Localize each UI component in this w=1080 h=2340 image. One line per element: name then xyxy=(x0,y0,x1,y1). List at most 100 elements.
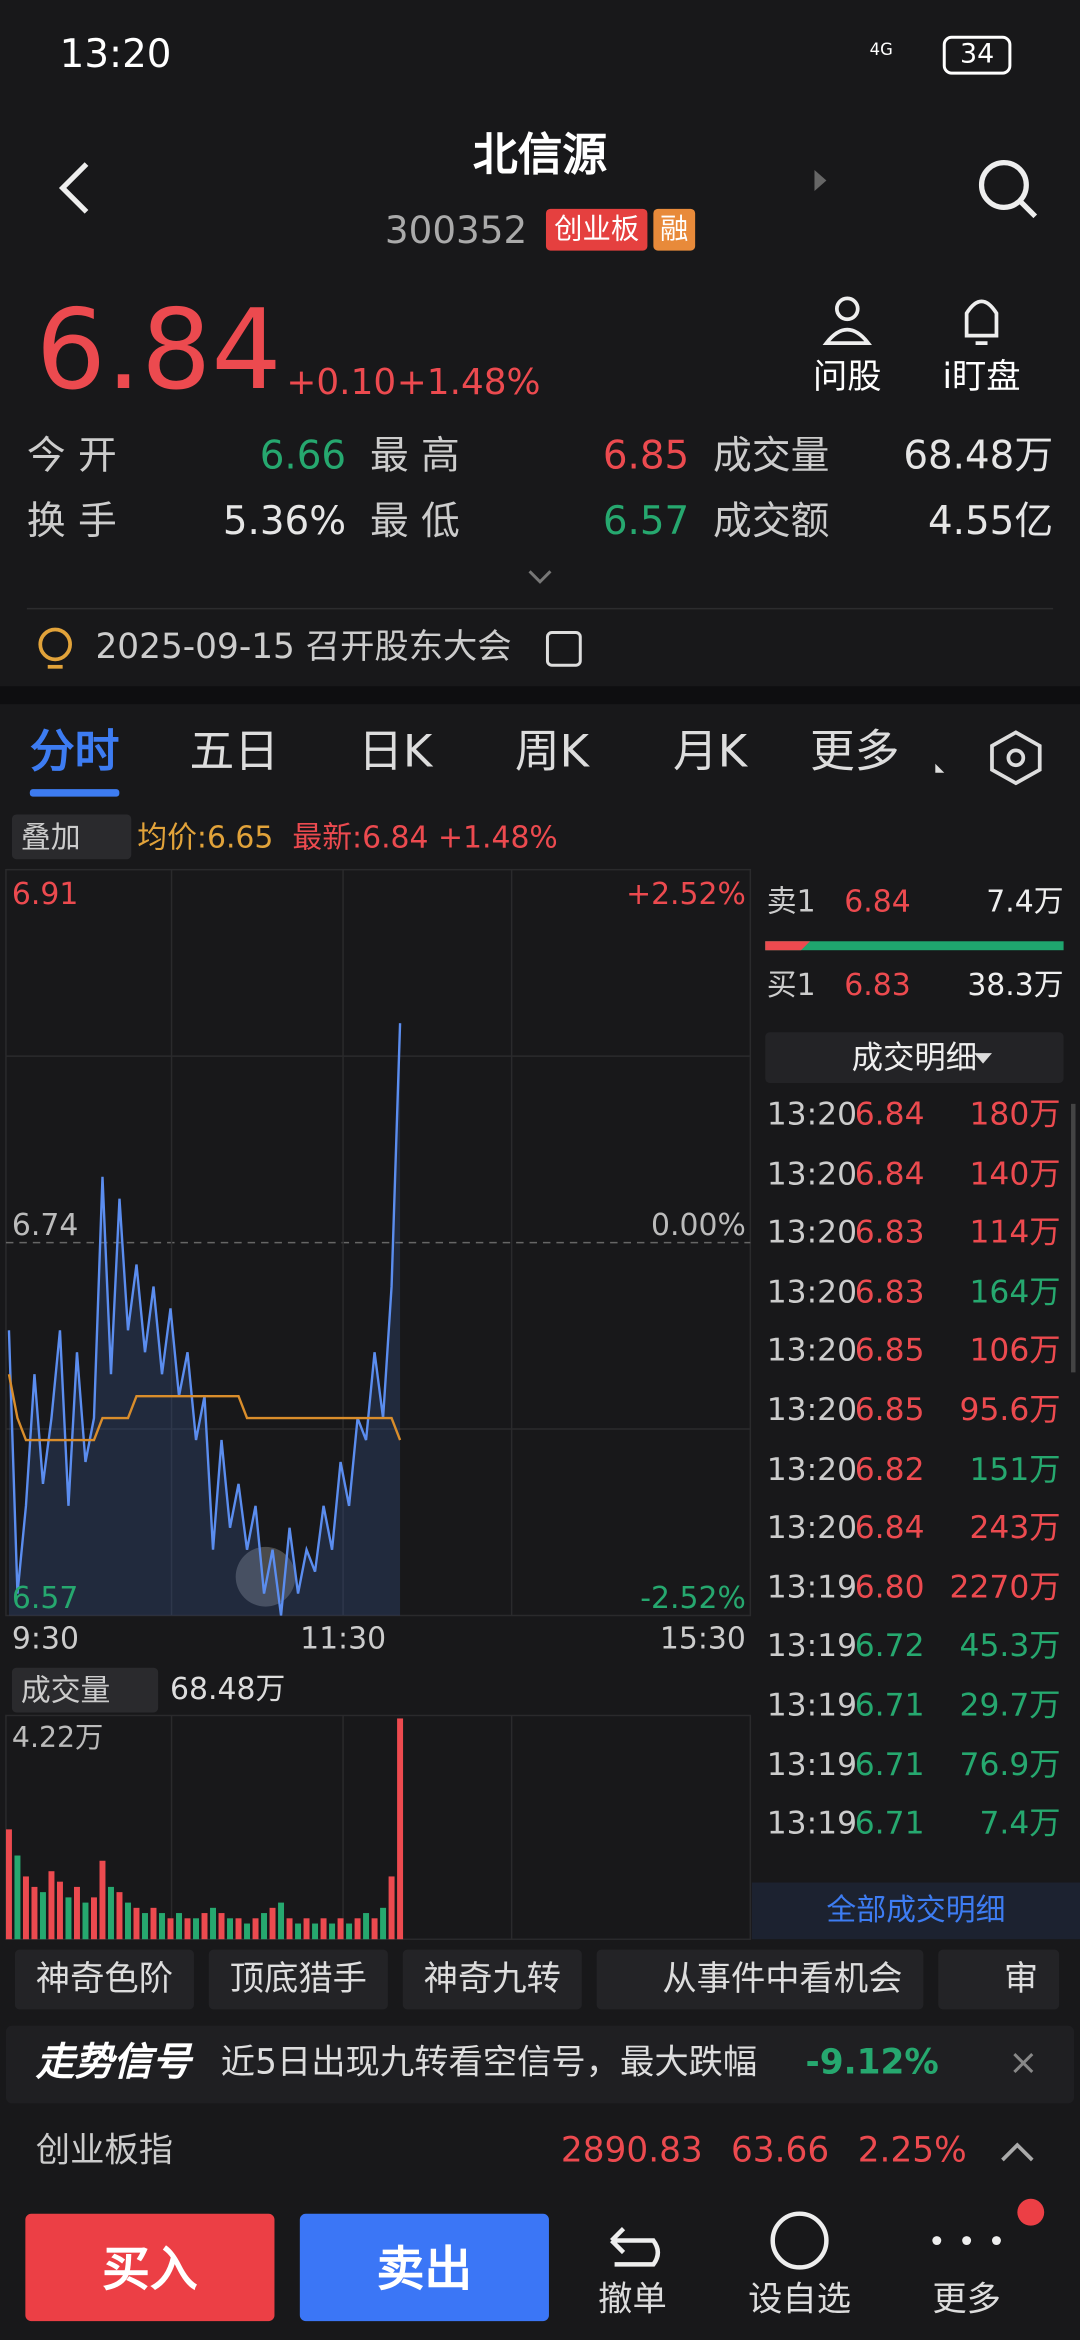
buy-button[interactable] xyxy=(25,2213,275,2322)
sell-label[interactable]: 卖出 xyxy=(376,2240,473,2298)
volume-bar xyxy=(65,1897,72,1940)
book-bar xyxy=(765,941,810,951)
stat-value: 4.55亿 xyxy=(927,499,1054,545)
volume-bar xyxy=(48,1871,55,1940)
volume-bar xyxy=(261,1913,268,1940)
volume-bar xyxy=(133,1907,140,1940)
stat-label: 成交量 xyxy=(713,434,830,479)
volume-bar xyxy=(82,1902,89,1940)
volume-bar xyxy=(201,1913,208,1940)
all-trades-link[interactable]: 全部成交明细 xyxy=(826,1891,1006,1928)
volume-bar xyxy=(14,1855,21,1940)
volume-bar xyxy=(388,1876,395,1940)
volume-bar xyxy=(176,1913,182,1940)
trade-volume: 29.7万 xyxy=(959,1687,1061,1723)
nav-item[interactable]: 设自选 xyxy=(748,2280,852,2320)
notice[interactable]: 2025-09-15 召开股东大会 xyxy=(95,628,512,667)
settings-icon[interactable] xyxy=(990,730,1042,786)
network: 4G xyxy=(869,40,893,60)
volume-bar xyxy=(150,1907,157,1940)
volume-bar xyxy=(235,1918,242,1940)
buy-label[interactable]: 买入 xyxy=(102,2240,198,2298)
volume-bar xyxy=(5,1829,12,1940)
pct-axis-label: +2.52% xyxy=(626,875,746,912)
volume-bar xyxy=(210,1907,216,1940)
pct-axis-label: -2.52% xyxy=(640,1579,746,1616)
volume-bar xyxy=(184,1918,191,1940)
trade-time: 13:20 xyxy=(766,1509,858,1546)
tool-chip[interactable]: 神奇九转 xyxy=(402,1949,582,2010)
tab[interactable]: 五日 xyxy=(189,726,279,779)
tab[interactable]: 月K xyxy=(672,726,748,779)
sell-button[interactable] xyxy=(299,2213,549,2322)
dropdown xyxy=(974,1053,992,1064)
tab[interactable]: 日K xyxy=(358,726,433,779)
book-price: 6.84 xyxy=(844,883,911,919)
volume-total: 68.48万 xyxy=(170,1670,286,1707)
book-label: 卖1 xyxy=(766,883,816,919)
signal-text[interactable]: 近5日出现九转看空信号，最大跌幅 xyxy=(220,2043,758,2083)
tab[interactable]: 更多 xyxy=(809,726,900,779)
volume-button[interactable]: 成交量 xyxy=(11,1667,159,1713)
trade-volume: 151万 xyxy=(969,1450,1061,1487)
price-axis-label: 6.57 xyxy=(11,1579,79,1616)
tool-chip[interactable]: 神奇色阶 xyxy=(14,1949,194,2010)
index-value: 2890.83 xyxy=(560,2131,703,2171)
trade-volume: 7.4万 xyxy=(979,1805,1061,1842)
stat-value: 6.66 xyxy=(259,434,347,479)
trade-volume: 76.9万 xyxy=(959,1746,1061,1782)
tab[interactable]: 分时 xyxy=(29,726,120,779)
trade-price: 6.83 xyxy=(854,1273,925,1310)
volume-bar xyxy=(354,1918,361,1940)
tag: 创业板 xyxy=(545,208,648,251)
change: +0.10 xyxy=(286,360,397,403)
tool-chip[interactable]: 审 xyxy=(938,1949,1060,2010)
search-icon[interactable] xyxy=(978,159,1029,210)
trade-time: 13:20 xyxy=(766,1155,858,1192)
price-axis-label: 6.74 xyxy=(11,1206,79,1243)
stat-value: 68.48万 xyxy=(903,434,1054,479)
volume-bar xyxy=(312,1923,319,1940)
tool-chip[interactable]: 顶底猎手 xyxy=(208,1949,388,2010)
volume-bar xyxy=(286,1918,293,1940)
overlay-button[interactable]: 叠加 xyxy=(11,814,132,860)
trade-price: 6.83 xyxy=(854,1214,925,1251)
volume-bar xyxy=(346,1923,353,1940)
trade-time: 13:20 xyxy=(766,1332,858,1369)
trade-price: 6.71 xyxy=(854,1805,925,1842)
trade-price: 6.71 xyxy=(854,1746,925,1782)
trade-time: 13:19 xyxy=(766,1746,858,1782)
stat-value: 6.57 xyxy=(602,499,690,545)
action[interactable]: 问股 xyxy=(812,358,882,397)
nav-item[interactable]: 撤单 xyxy=(598,2280,667,2320)
volume-bar xyxy=(380,1907,387,1940)
volume-bar xyxy=(218,1913,225,1940)
time-label: 9:30 xyxy=(11,1619,79,1656)
trade-time: 13:19 xyxy=(766,1805,858,1842)
trade-price: 6.72 xyxy=(854,1628,925,1664)
action[interactable]: i盯盘 xyxy=(942,358,1021,397)
back-icon[interactable] xyxy=(58,162,89,214)
volume-bar xyxy=(193,1918,199,1940)
tool-chip[interactable]: 从事件中看机会 xyxy=(596,1949,924,2010)
avg-line xyxy=(7,1373,402,1442)
volume-bar xyxy=(159,1913,165,1940)
trade-time: 13:19 xyxy=(766,1628,858,1664)
trades-title[interactable]: 成交明细 xyxy=(851,1039,978,1076)
index-change: 63.66 xyxy=(730,2131,830,2171)
signal-title: 走势信号 xyxy=(35,2040,191,2086)
volume-bar xyxy=(295,1923,302,1940)
trade-price: 6.85 xyxy=(854,1391,925,1428)
volume-max: 4.22万 xyxy=(11,1721,104,1755)
tab[interactable]: 周K xyxy=(514,726,589,779)
stat-label: 最 高 xyxy=(369,434,460,479)
volume-bar xyxy=(31,1886,38,1940)
index-name[interactable]: 创业板指 xyxy=(35,2131,174,2171)
trade-volume: 164万 xyxy=(969,1273,1061,1310)
trade-time: 13:20 xyxy=(766,1214,858,1251)
stat-value: 5.36% xyxy=(222,499,347,545)
nav-item[interactable]: 更多 xyxy=(932,2280,1001,2320)
volume-bar xyxy=(142,1913,148,1940)
